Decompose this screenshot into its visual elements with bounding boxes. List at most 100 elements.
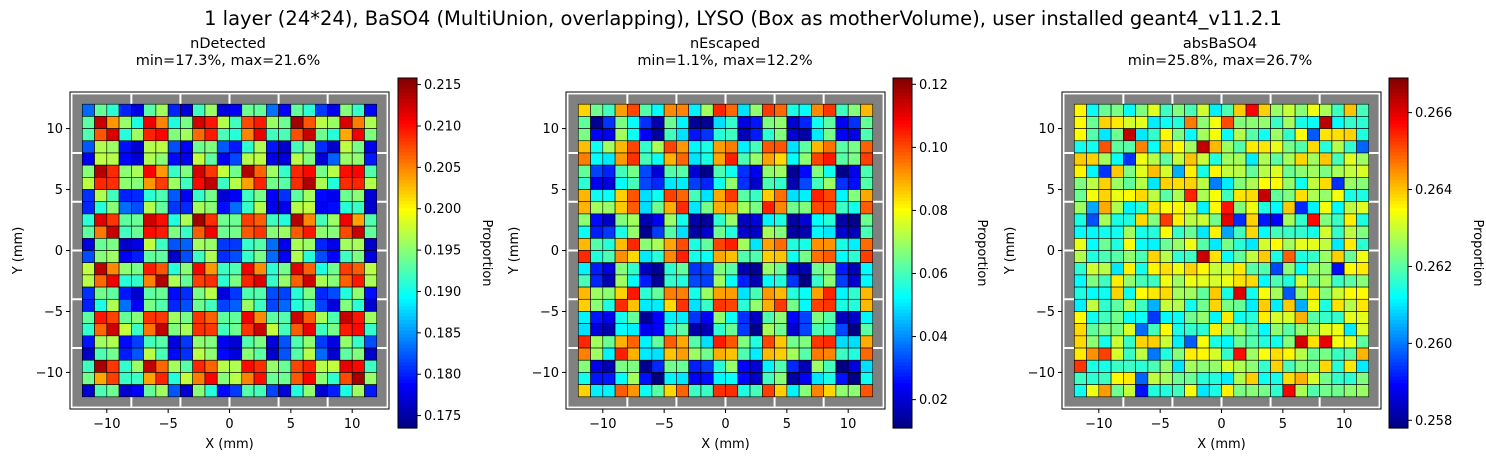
heatmap-cell: [180, 152, 193, 166]
colorbar-tick-label: 0.210: [424, 119, 461, 134]
heatmap-cell: [155, 372, 169, 385]
colorbar-segment: [398, 312, 417, 317]
heatmap-cell: [253, 128, 267, 142]
heatmap-cell: [241, 323, 255, 337]
heatmap-cell: [143, 372, 157, 385]
heatmap-cell: [94, 250, 108, 263]
colorbar-segment: [398, 330, 417, 335]
heatmap-cell: [180, 372, 193, 385]
heatmap-cell: [315, 286, 328, 300]
heatmap-cell: [241, 177, 255, 190]
heatmap-cell: [216, 298, 230, 312]
heatmap-cell: [253, 164, 267, 178]
heatmap-cell: [302, 323, 316, 337]
heatmap-cell: [364, 372, 378, 385]
heatmap-cell: [204, 372, 218, 385]
heatmap-cell: [155, 189, 169, 203]
heatmap-cell: [327, 372, 341, 385]
y-tick-label: 10: [46, 122, 63, 137]
heatmap-cell: [302, 189, 316, 203]
heatmap-cell: [266, 359, 279, 373]
heatmap-cell: [266, 128, 279, 142]
heatmap-cell: [204, 238, 218, 251]
heatmap-cell: [167, 213, 181, 227]
heatmap-cell: [155, 311, 169, 324]
heatmap-cell: [106, 164, 120, 178]
heatmap-cell: [192, 164, 206, 178]
heatmap-cell: [155, 103, 169, 117]
heatmap-cell: [364, 311, 378, 324]
heatmap-cell: [118, 359, 132, 373]
heatmap-cell: [351, 128, 365, 142]
heatmap-cell: [327, 201, 341, 215]
heatmap-cell: [204, 103, 218, 117]
heatmap-cell: [229, 347, 243, 361]
heatmap-cell: [204, 213, 218, 227]
heatmap-cell: [204, 347, 218, 361]
heatmap-cell: [118, 347, 132, 361]
heatmap-cell: [241, 140, 255, 154]
colorbar-segment: [398, 267, 417, 272]
heatmap-cell: [131, 164, 144, 178]
heatmap-cell: [155, 323, 169, 337]
heatmap-cell: [94, 128, 108, 142]
colorbar-segment: [398, 148, 417, 153]
heatmap-cell: [94, 286, 108, 300]
heatmap-cell: [143, 128, 157, 142]
colorbar-segment: [398, 309, 417, 314]
heatmap-cell: [278, 177, 292, 190]
heatmap-cell: [253, 347, 267, 361]
heatmap-cell: [290, 164, 304, 178]
heatmap-cell: [155, 128, 169, 142]
heatmap-cell: [290, 189, 304, 203]
heatmap-cell: [106, 298, 120, 312]
heatmap-cell: [302, 250, 316, 263]
heatmap-cell: [290, 250, 304, 263]
heatmap-cell: [180, 189, 193, 203]
heatmap-cell: [229, 213, 243, 227]
colorbar-segment: [398, 337, 417, 342]
heatmap-cell: [315, 152, 328, 166]
colorbar-tick-label: 0.195: [424, 244, 461, 259]
y-tick-label: −5: [44, 305, 63, 320]
x-tick-label: 10: [344, 417, 361, 432]
heatmap-cell: [106, 238, 120, 251]
heatmap-cell: [131, 372, 144, 385]
heatmap-cell: [315, 128, 328, 142]
heatmap-cell: [81, 201, 95, 215]
heatmap-cell: [131, 311, 144, 324]
colorbar-segment: [398, 127, 417, 132]
heatmap-cell: [290, 335, 304, 349]
heatmap-cell: [253, 152, 267, 166]
panel-title: nDetected: [190, 36, 266, 52]
heatmap-cell: [216, 323, 230, 337]
heatmap-cell: [155, 347, 169, 361]
colorbar-label: Proportion: [479, 219, 494, 286]
colorbar-segment: [398, 137, 417, 142]
colorbar-tick-label: 0.190: [424, 285, 461, 300]
heatmap-cell: [351, 103, 365, 117]
colorbar-segment: [398, 386, 417, 391]
heatmap-cell: [131, 274, 144, 288]
heatmap-cell: [229, 359, 243, 373]
heatmap-cell: [94, 225, 108, 239]
heatmap-cell: [204, 250, 218, 263]
heatmap-cell: [94, 311, 108, 324]
colorbar-segment: [398, 81, 417, 86]
heatmap-cell: [278, 213, 292, 227]
colorbar-segment: [398, 193, 417, 198]
heatmap-cell: [143, 298, 157, 312]
heatmap-cell: [106, 335, 120, 349]
colorbar-segment: [398, 277, 417, 282]
heatmap-cell: [339, 238, 353, 251]
heatmap-cell: [216, 152, 230, 166]
heatmap-cell: [327, 128, 341, 142]
heatmap-cell: [339, 128, 353, 142]
heatmap-cell: [327, 189, 341, 203]
heatmap-cell: [351, 225, 365, 239]
heatmap-cell: [253, 103, 267, 117]
colorbar-segment: [398, 197, 417, 202]
heatmap-cell: [192, 189, 206, 203]
heatmap-cell: [302, 384, 316, 398]
